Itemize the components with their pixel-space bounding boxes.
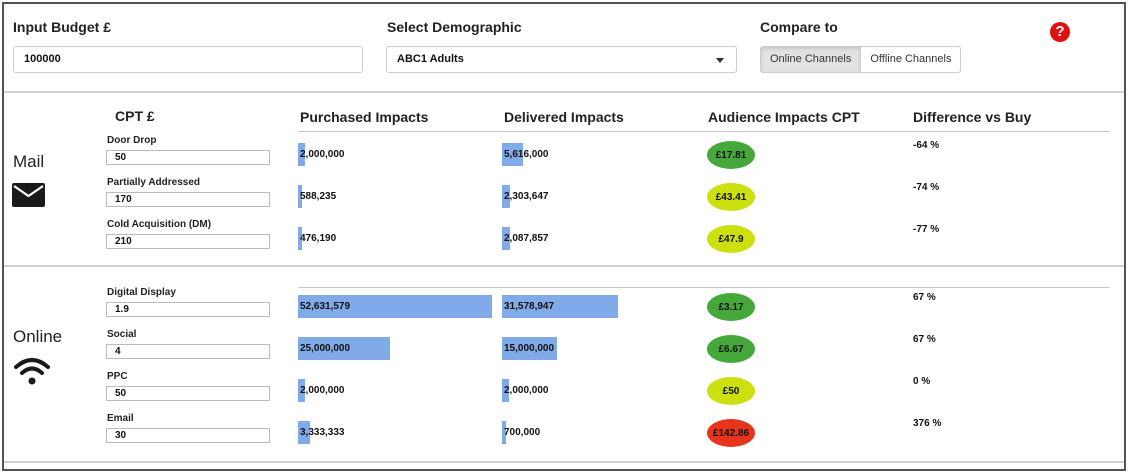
difference-value: -74 % bbox=[913, 182, 940, 193]
cpt-input-cold-acquisition-dm[interactable]: 210 bbox=[106, 234, 270, 249]
table-header-rule bbox=[298, 131, 1110, 132]
bottom-divider bbox=[4, 461, 1124, 463]
delivered-impacts-value: 700,000 bbox=[504, 427, 541, 438]
delivered-impacts-bar bbox=[502, 227, 510, 250]
delivered-impacts-value: 2,000,000 bbox=[504, 385, 549, 396]
channel-label: Email bbox=[107, 413, 134, 424]
wifi-icon bbox=[14, 358, 50, 385]
col-head-cpt: CPT £ bbox=[115, 108, 155, 124]
purchased-impacts-bar bbox=[298, 337, 390, 360]
difference-value: 0 % bbox=[913, 376, 931, 387]
difference-value: -64 % bbox=[913, 140, 940, 151]
channel-label: Digital Display bbox=[107, 287, 176, 298]
demographic-selected-value: ABC1 Adults bbox=[397, 53, 464, 65]
envelope-icon bbox=[12, 183, 45, 207]
compare-label: Compare to bbox=[760, 19, 838, 35]
delivered-impacts-bar bbox=[502, 185, 510, 208]
purchased-impacts-value: 476,190 bbox=[300, 233, 337, 244]
help-icon[interactable]: ? bbox=[1050, 22, 1070, 42]
online-table-rule bbox=[298, 287, 1110, 288]
chevron-down-icon bbox=[716, 58, 724, 63]
col-head-difference: Difference vs Buy bbox=[913, 109, 1032, 125]
cpt-input-ppc[interactable]: 50 bbox=[106, 386, 270, 401]
delivered-impacts-bar bbox=[502, 143, 523, 166]
purchased-impacts-value: 2,000,000 bbox=[300, 385, 345, 396]
purchased-impacts-bar bbox=[298, 295, 492, 318]
purchased-impacts-value: 3,333,333 bbox=[300, 427, 345, 438]
purchased-impacts-value: 588,235 bbox=[300, 191, 337, 202]
audience-cpt-badge: £142.86 bbox=[707, 419, 755, 447]
audience-cpt-badge: £50 bbox=[707, 377, 755, 405]
compare-toggle: Online Channels Offline Channels bbox=[760, 46, 962, 73]
purchased-impacts-bar bbox=[298, 185, 302, 208]
compare-online-button[interactable]: Online Channels bbox=[760, 46, 862, 73]
cpt-input-partially-addressed[interactable]: 170 bbox=[106, 192, 270, 207]
audience-cpt-badge: £17.81 bbox=[707, 141, 755, 169]
col-head-delivered: Delivered Impacts bbox=[504, 109, 624, 125]
purchased-impacts-value: 25,000,000 bbox=[300, 343, 351, 354]
delivered-impacts-value: 31,578,947 bbox=[504, 301, 555, 312]
group-title-mail: Mail bbox=[13, 152, 45, 171]
delivered-impacts-value: 2,303,647 bbox=[504, 191, 549, 202]
audience-cpt-badge: £6.67 bbox=[707, 335, 755, 363]
compare-offline-button[interactable]: Offline Channels bbox=[861, 46, 962, 73]
delivered-impacts-bar bbox=[502, 295, 618, 318]
audience-cpt-badge: £3.17 bbox=[707, 293, 755, 321]
purchased-impacts-value: 2,000,000 bbox=[300, 149, 345, 160]
difference-value: 376 % bbox=[913, 418, 942, 429]
channel-label: Door Drop bbox=[107, 135, 157, 146]
demographic-select[interactable]: ABC1 Adults bbox=[386, 46, 737, 73]
delivered-impacts-bar bbox=[502, 421, 506, 444]
channel-label: Cold Acquisition (DM) bbox=[107, 219, 212, 230]
purchased-impacts-bar bbox=[298, 143, 305, 166]
cpt-input-door-drop[interactable]: 50 bbox=[106, 150, 270, 165]
channel-label: PPC bbox=[107, 371, 128, 382]
budget-label: Input Budget £ bbox=[13, 19, 111, 35]
cpt-input-email[interactable]: 30 bbox=[106, 428, 270, 443]
group-title-online: Online bbox=[13, 327, 63, 346]
audience-cpt-badge: £47.9 bbox=[707, 225, 755, 253]
channel-label: Partially Addressed bbox=[107, 177, 201, 188]
budget-input[interactable]: 100000 bbox=[13, 46, 363, 73]
purchased-impacts-bar bbox=[298, 227, 302, 250]
delivered-impacts-value: 5,616,000 bbox=[504, 149, 549, 160]
purchased-impacts-value: 52,631,579 bbox=[300, 301, 351, 312]
delivered-impacts-bar bbox=[502, 379, 509, 402]
delivered-impacts-bar bbox=[502, 337, 557, 360]
demographic-label: Select Demographic bbox=[387, 19, 522, 35]
channel-label: Social bbox=[107, 329, 137, 340]
delivered-impacts-value: 15,000,000 bbox=[504, 343, 555, 354]
purchased-impacts-bar bbox=[298, 421, 310, 444]
col-head-audience-cpt: Audience Impacts CPT bbox=[708, 109, 860, 125]
group-divider bbox=[4, 265, 1124, 267]
delivered-impacts-value: 2,087,857 bbox=[504, 233, 549, 244]
cpt-input-digital-display[interactable]: 1.9 bbox=[106, 302, 270, 317]
difference-value: 67 % bbox=[913, 334, 936, 345]
purchased-impacts-bar bbox=[298, 379, 305, 402]
difference-value: -77 % bbox=[913, 224, 940, 235]
col-head-purchased: Purchased Impacts bbox=[300, 109, 429, 125]
cpt-input-social[interactable]: 4 bbox=[106, 344, 270, 359]
header-divider bbox=[4, 91, 1124, 93]
difference-value: 67 % bbox=[913, 292, 936, 303]
audience-cpt-badge: £43.41 bbox=[707, 183, 755, 211]
